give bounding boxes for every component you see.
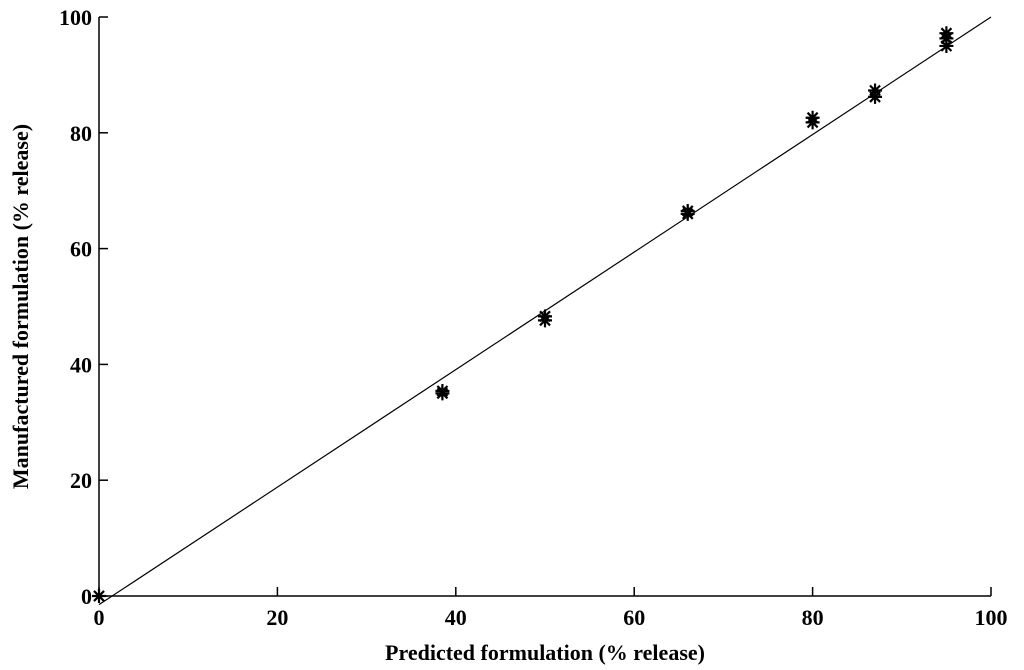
data-point (435, 384, 450, 399)
y-tick-label: 20 (70, 468, 92, 493)
x-tick-label: 0 (94, 605, 105, 630)
axes (98, 17, 991, 597)
data-point (939, 38, 954, 53)
data-point (680, 203, 695, 218)
data-point (92, 589, 106, 603)
x-tick-label: 100 (975, 605, 1008, 630)
data-point (538, 309, 552, 324)
x-tick-label: 40 (445, 605, 467, 630)
y-ticks: 0 20 40 60 80 100 (59, 5, 108, 609)
x-tick-label: 20 (266, 605, 288, 630)
y-axis-title: Manufactured formulation (% release) (8, 124, 33, 489)
data-point (939, 26, 954, 41)
data-points (92, 26, 954, 603)
y-tick-label: 60 (70, 237, 92, 262)
y-tick-label: 100 (59, 5, 92, 30)
y-tick-label: 80 (70, 121, 92, 146)
x-tick-label: 60 (623, 605, 645, 630)
y-tick-label: 0 (81, 584, 92, 609)
x-ticks: 0 20 40 60 80 100 (94, 587, 1008, 630)
y-tick-label: 40 (70, 352, 92, 377)
data-point (805, 110, 820, 125)
x-axis-title: Predicted formulation (% release) (385, 640, 705, 665)
data-point (868, 83, 883, 98)
x-tick-label: 80 (802, 605, 824, 630)
